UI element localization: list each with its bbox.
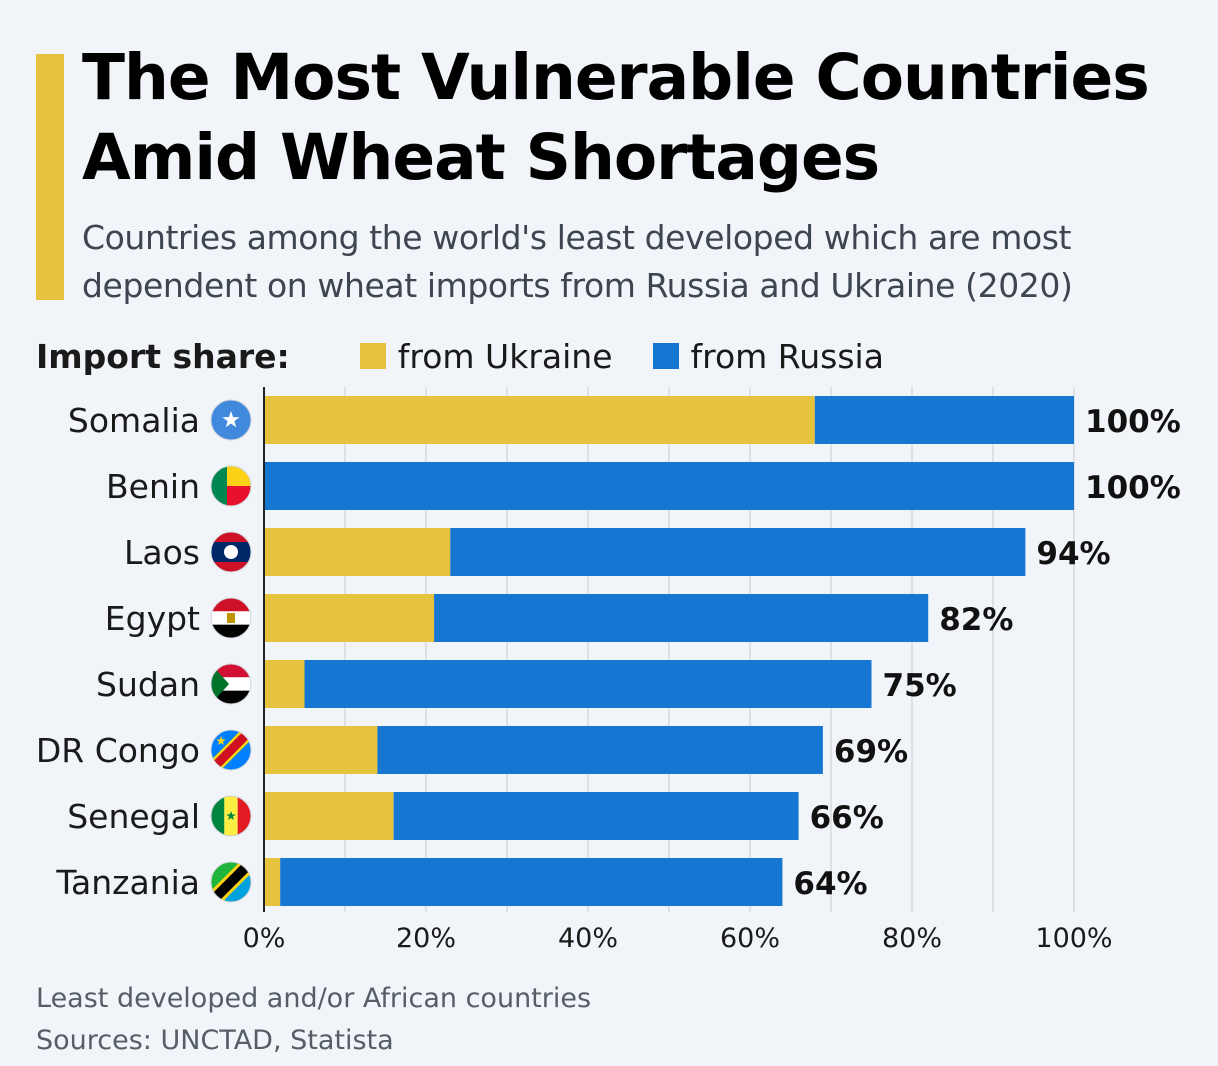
category-label: Sudan xyxy=(96,665,200,704)
egypt-flag-icon xyxy=(210,597,252,639)
category-label: DR Congo xyxy=(36,731,200,770)
x-tick-label: 0% xyxy=(243,923,286,954)
total-label: 75% xyxy=(883,668,957,704)
bar-ukraine-tanzania xyxy=(264,858,281,906)
total-label: 100% xyxy=(1085,404,1181,440)
bar-ukraine-egypt xyxy=(264,594,435,642)
x-tick-label: 20% xyxy=(396,923,456,954)
senegal-flag-icon xyxy=(210,795,252,837)
chart-title: The Most Vulnerable Countries Amid Wheat… xyxy=(82,41,1150,194)
x-tick-label: 60% xyxy=(720,923,780,954)
total-label: 82% xyxy=(939,602,1013,638)
laos-flag-icon xyxy=(210,531,252,573)
total-label: 64% xyxy=(793,866,867,902)
total-label: 100% xyxy=(1085,470,1181,506)
legend-swatch-russia xyxy=(652,343,679,369)
bar-russia-senegal xyxy=(393,792,799,840)
footer: Least developed and/or African countries… xyxy=(36,978,591,1062)
benin-flag-icon xyxy=(210,465,252,507)
category-label: Senegal xyxy=(67,797,200,836)
bar-russia-sudan xyxy=(304,660,872,708)
x-tick-label: 100% xyxy=(1035,923,1112,954)
x-tick-label: 80% xyxy=(882,923,942,954)
bar-ukraine-sudan xyxy=(264,660,305,708)
somalia-flag-icon xyxy=(210,399,252,441)
bar-russia-laos xyxy=(450,528,1026,576)
bar-russia-somalia xyxy=(814,396,1074,444)
legend-swatch-ukraine xyxy=(359,343,386,369)
category-label: Egypt xyxy=(105,599,200,638)
bar-ukraine-senegal xyxy=(264,792,394,840)
chart-subtitle: Countries among the world's least develo… xyxy=(82,218,1073,305)
category-label: Laos xyxy=(124,533,200,572)
bar-ukraine-laos xyxy=(264,528,451,576)
total-label: 66% xyxy=(810,800,884,836)
total-label: 69% xyxy=(834,734,908,770)
legend-label-russia: from Russia xyxy=(690,336,884,376)
sudan-flag-icon xyxy=(210,663,252,705)
bar-ukraine-dr-congo xyxy=(264,726,378,774)
footer-sources: Sources: UNCTAD, Statista xyxy=(36,1025,394,1056)
x-tick-label: 40% xyxy=(558,923,618,954)
legend-label-ukraine: from Ukraine xyxy=(397,336,613,376)
bar-russia-egypt xyxy=(434,594,929,642)
legend-item-russia: from Russia xyxy=(652,336,884,376)
tanzania-flag-icon xyxy=(210,861,252,903)
legend: Import share: from Ukraine from Russia xyxy=(36,334,924,378)
legend-title: Import share: xyxy=(36,336,290,376)
total-label: 94% xyxy=(1036,536,1110,572)
bar-russia-tanzania xyxy=(280,858,783,906)
bar-russia-benin xyxy=(264,462,1074,510)
title-accent-bar xyxy=(36,54,64,300)
category-label: Tanzania xyxy=(55,863,200,902)
dr-congo-flag-icon xyxy=(210,729,252,771)
footer-note: Least developed and/or African countries xyxy=(36,983,592,1014)
category-label: Benin xyxy=(106,467,200,506)
category-label: Somalia xyxy=(68,401,200,440)
bar-russia-dr-congo xyxy=(377,726,823,774)
legend-item-ukraine: from Ukraine xyxy=(359,336,613,376)
bar-ukraine-somalia xyxy=(264,396,815,444)
